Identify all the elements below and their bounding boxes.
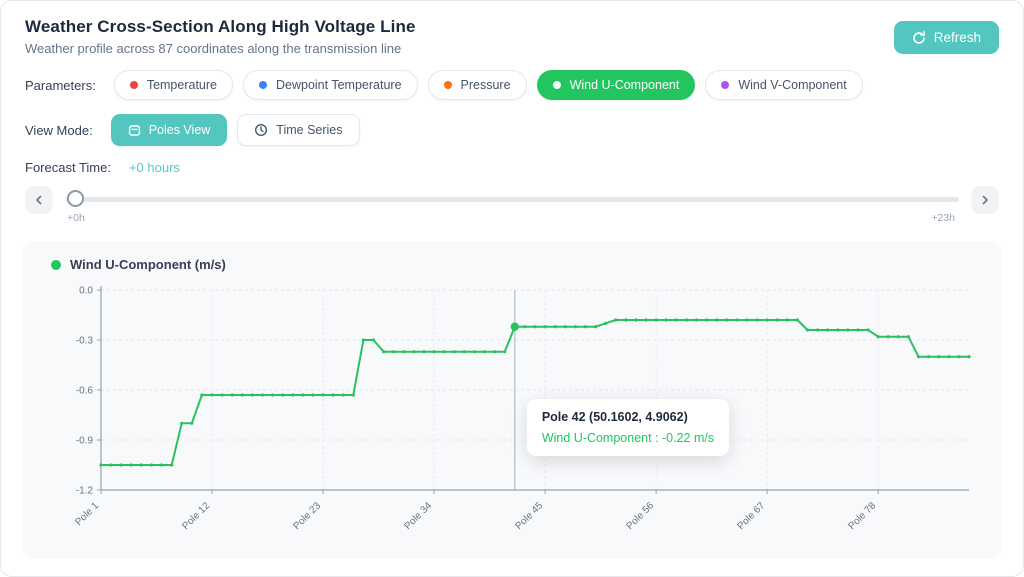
wind-u-component-line-chart[interactable]: 0.0 -0.3 -0.6 -0.9 -1.2 Pole 1 Pole 12 Pole 23 P…	[43, 280, 983, 542]
forecast-time-label: Forecast Time:	[25, 160, 111, 175]
refresh-label: Refresh	[933, 30, 981, 45]
forecast-slider-row: +0h +23h	[25, 185, 999, 229]
param-pill-temperature[interactable]: Temperature	[113, 70, 233, 100]
chart-area: 0.0 -0.3 -0.6 -0.9 -1.2 Pole 1 Pole 12 Pole 23 P…	[43, 280, 981, 547]
parameters-label: Parameters:	[25, 77, 96, 93]
svg-text:Pole 45: Pole 45	[513, 500, 545, 532]
slider-handle[interactable]	[67, 190, 84, 207]
temperature-dot-icon	[129, 81, 138, 89]
param-pill-pressure[interactable]: Pressure	[427, 70, 527, 100]
param-label: Pressure	[460, 78, 511, 92]
refresh-icon	[912, 30, 926, 45]
parameters-row: Parameters: Temperature Dewpoint Tempera…	[25, 70, 999, 100]
forecast-slider: +0h +23h	[65, 185, 959, 225]
svg-text:0.0: 0.0	[79, 286, 93, 297]
svg-text:Pole 34: Pole 34	[402, 500, 434, 532]
param-pill-wind-u-component[interactable]: Wind U-Component	[536, 70, 696, 100]
param-pill-wind-v-component[interactable]: Wind V-Component	[705, 70, 863, 100]
page-title: Weather Cross-Section Along High Voltage…	[25, 17, 416, 36]
wind-u-dot-icon	[552, 81, 561, 89]
param-label: Temperature	[146, 78, 217, 92]
dewpoint-dot-icon	[259, 81, 267, 89]
view-mode-option-label: Time Series	[276, 123, 343, 137]
clock-icon	[254, 123, 268, 137]
param-label: Wind V-Component	[738, 78, 847, 92]
legend-dot-icon	[51, 259, 61, 270]
param-label: Wind U-Component	[569, 78, 680, 92]
svg-text:Pole 56: Pole 56	[624, 500, 656, 532]
legend-label: Wind U-Component (m/s)	[70, 257, 226, 272]
view-mode-poles-view-button[interactable]: Poles View	[110, 114, 228, 146]
chart-panel: Wind U-Component (m/s) 0.0 -0.3 -0.6 -0.9 -1…	[23, 241, 1001, 559]
param-label: Dewpoint Temperature	[276, 78, 402, 92]
svg-text:Pole 78: Pole 78	[847, 500, 879, 532]
param-pill-dewpoint-temperature[interactable]: Dewpoint Temperature	[243, 70, 418, 100]
forecast-time-row: Forecast Time: +0 hours	[25, 160, 999, 175]
view-mode-row: View Mode: Poles View Time Series	[25, 114, 999, 146]
svg-text:Pole 23: Pole 23	[291, 500, 323, 532]
svg-text:-1.2: -1.2	[76, 486, 94, 497]
svg-text:-0.3: -0.3	[76, 336, 94, 347]
refresh-button[interactable]: Refresh	[893, 21, 999, 54]
poles-view-icon	[128, 124, 141, 137]
forecast-time-value: +0 hours	[128, 160, 180, 175]
chevron-left-icon	[34, 195, 44, 205]
pressure-dot-icon	[443, 81, 452, 89]
svg-text:-0.9: -0.9	[76, 436, 94, 447]
chart-legend: Wind U-Component (m/s)	[51, 257, 981, 272]
slider-max-label: +23h	[931, 212, 955, 224]
svg-text:Pole 12: Pole 12	[180, 500, 212, 532]
view-mode-option-label: Poles View	[148, 123, 211, 137]
slider-prev-button[interactable]	[25, 186, 53, 214]
wind-v-dot-icon	[721, 81, 730, 89]
svg-text:Pole 67: Pole 67	[735, 500, 767, 532]
page-subtitle: Weather profile across 87 coordinates al…	[25, 41, 402, 56]
svg-text:-0.6: -0.6	[76, 386, 94, 397]
chevron-right-icon	[980, 195, 990, 205]
header: Weather Cross-Section Along High Voltage…	[1, 1, 1023, 56]
view-mode-label: View Mode:	[25, 122, 93, 138]
slider-min-label: +0h	[67, 212, 85, 224]
slider-next-button[interactable]	[971, 186, 999, 214]
svg-text:Pole 1: Pole 1	[73, 500, 101, 528]
view-mode-time-series-button[interactable]: Time Series	[237, 114, 360, 146]
slider-track[interactable]	[65, 197, 959, 202]
